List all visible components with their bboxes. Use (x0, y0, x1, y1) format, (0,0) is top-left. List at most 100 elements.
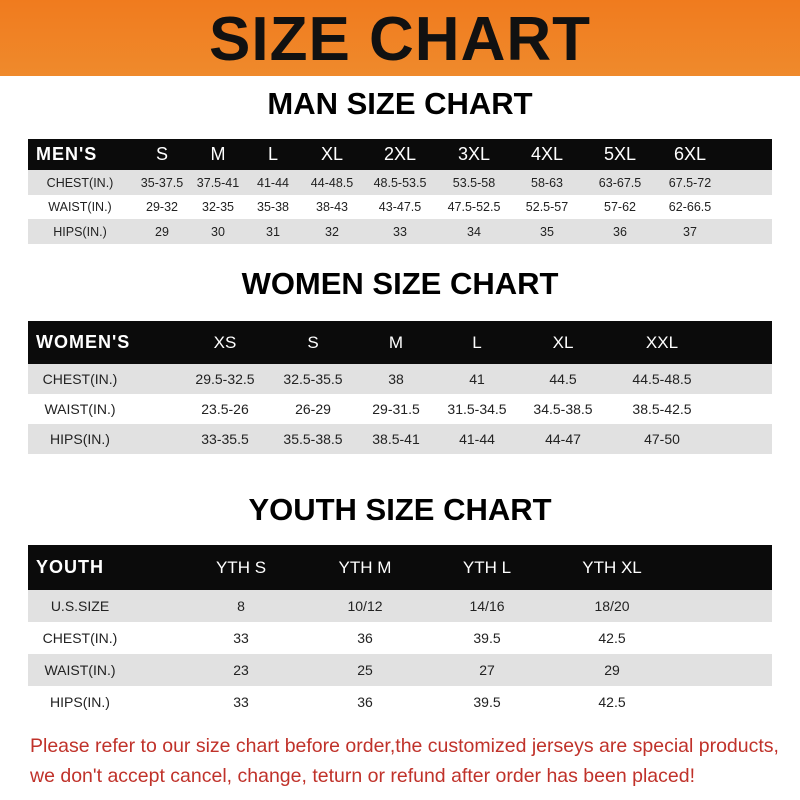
row-label: HIPS(IN.) (53, 224, 107, 239)
measurement-cell: 37.5-41 (196, 175, 240, 190)
table-row: HIPS(IN.) 29 30 31 32 33 34 35 36 37 (28, 219, 772, 244)
row-label: WAIST(IN.) (44, 662, 116, 678)
size-header-cell: YTH XL (582, 557, 642, 577)
size-header-cell: YTH M (338, 557, 392, 577)
size-header-cell: M (210, 144, 226, 164)
size-header-cell: S (155, 144, 169, 164)
size-header-cell: M (388, 332, 404, 352)
measurement-cell: 23 (233, 662, 249, 678)
measurement-cell: 34.5-38.5 (533, 401, 593, 417)
measurement-cell: 34 (467, 224, 481, 239)
size-header-cell: YTH L (462, 557, 512, 577)
measurement-cell: 31 (266, 224, 280, 239)
row-label: U.S.SIZE (50, 598, 110, 614)
measurement-cell: 32-35 (202, 200, 234, 214)
measurement-cell: 33 (233, 630, 249, 646)
row-label: CHEST(IN.) (42, 371, 118, 387)
table-row: HIPS(IN.) 33-35.5 35.5-38.5 38.5-41 41-44 44-… (28, 424, 772, 454)
measurement-cell: 41-44 (257, 175, 289, 190)
measurement-cell: 39.5 (473, 630, 501, 646)
measurement-cell: 53.5-58 (452, 175, 496, 190)
size-header-cell: L (267, 144, 279, 164)
size-header-cell: XL (320, 144, 344, 164)
table-title-cell: WOMEN'S (36, 332, 131, 352)
size-header-cell: YTH S (215, 557, 267, 577)
men-size-table: MEN'S S M L XL 2XL 3XL 4XL 5XL 6XL CHEST(IN.) 35-37… (28, 139, 772, 244)
measurement-cell: 47-50 (644, 431, 680, 447)
measurement-cell: 35.5-38.5 (283, 431, 343, 447)
measurement-cell: 35 (540, 224, 554, 239)
measurement-cell: 32.5-35.5 (283, 371, 343, 387)
measurement-cell: 36 (613, 224, 627, 239)
measurement-cell: 29 (155, 224, 169, 239)
measurement-cell: 44-48.5 (310, 175, 354, 190)
size-header-cell: XS (213, 332, 237, 352)
measurement-cell: 35-37.5 (140, 175, 184, 190)
table-row: WAIST(IN.) 29-32 32-35 35-38 38-43 43-47.5 47.… (28, 195, 772, 219)
size-header-cell: 5XL (603, 144, 637, 164)
measurement-cell: 42.5 (598, 694, 626, 710)
table-row: HIPS(IN.) 33 36 39.5 42.5 (28, 686, 772, 718)
disclaimer-line-1: Please refer to our size chart before or… (30, 735, 779, 757)
measurement-cell: 63-67.5 (598, 175, 642, 190)
measurement-cell: 10/12 (347, 598, 383, 614)
measurement-cell: 41-44 (459, 431, 495, 447)
measurement-cell: 42.5 (598, 630, 626, 646)
table-header-row: MEN'S S M L XL 2XL 3XL 4XL 5XL 6XL (28, 139, 772, 170)
size-header-cell: 4XL (530, 144, 564, 164)
measurement-cell: 44.5-48.5 (632, 371, 692, 387)
table-header-row: WOMEN'S XS S M L XL XXL (28, 321, 772, 364)
size-header-cell: XL (552, 332, 574, 352)
measurement-cell: 41 (469, 371, 485, 387)
row-label: WAIST(IN.) (44, 401, 116, 417)
row-label: CHEST(IN.) (46, 175, 114, 190)
disclaimer-line-2: we don't accept cancel, change, teturn o… (30, 765, 695, 787)
table-row: CHEST(IN.) 35-37.5 37.5-41 41-44 44-48.5 48.5… (28, 170, 772, 195)
size-header-cell: 6XL (673, 144, 707, 164)
measurement-cell: 36 (357, 630, 373, 646)
measurement-cell: 38.5-42.5 (632, 401, 692, 417)
measurement-cell: 36 (357, 694, 373, 710)
measurement-cell: 44-47 (545, 431, 581, 447)
measurement-cell: 39.5 (473, 694, 501, 710)
measurement-cell: 58-63 (531, 175, 563, 190)
title-banner: SIZE CHART (0, 0, 800, 76)
row-label: WAIST(IN.) (48, 200, 112, 214)
measurement-cell: 14/16 (469, 598, 505, 614)
measurement-cell: 29.5-32.5 (195, 371, 255, 387)
measurement-cell: 44.5 (549, 371, 577, 387)
youth-section-title: YOUTH SIZE CHART (248, 492, 552, 527)
measurement-cell: 52.5-57 (525, 200, 569, 214)
table-header-row: YOUTH YTH S YTH M YTH L YTH XL (28, 545, 772, 590)
measurement-cell: 48.5-53.5 (373, 175, 427, 190)
measurement-cell: 33 (233, 694, 249, 710)
measurement-cell: 31.5-34.5 (447, 401, 507, 417)
measurement-cell: 33-35.5 (201, 431, 249, 447)
youth-size-table: YOUTH YTH S YTH M YTH L YTH XL U.S.SIZE 8 10/12… (28, 545, 772, 718)
size-header-cell: S (307, 332, 319, 352)
measurement-cell: 23.5-26 (201, 401, 249, 417)
table-title-cell: YOUTH (36, 557, 104, 577)
measurement-cell: 27 (479, 662, 495, 678)
measurement-cell: 57-62 (604, 200, 636, 214)
measurement-cell: 67.5-72 (668, 175, 712, 190)
size-header-cell: 2XL (383, 144, 417, 164)
size-header-cell: L (472, 332, 482, 352)
table-title-cell: MEN'S (36, 144, 98, 164)
measurement-cell: 18/20 (594, 598, 630, 614)
table-row: WAIST(IN.) 23.5-26 26-29 29-31.5 31.5-34.5 34… (28, 394, 772, 424)
measurement-cell: 38-43 (316, 200, 348, 214)
measurement-cell: 29-32 (146, 200, 178, 214)
measurement-cell: 43-47.5 (378, 200, 422, 214)
table-row: CHEST(IN.) 33 36 39.5 42.5 (28, 622, 772, 654)
measurement-cell: 25 (357, 662, 373, 678)
banner-title: SIZE CHART (209, 5, 591, 74)
measurement-cell: 32 (325, 224, 339, 239)
women-size-table: WOMEN'S XS S M L XL XXL CHEST(IN.) 29.5-32.5 32.5… (28, 321, 772, 454)
table-row: CHEST(IN.) 29.5-32.5 32.5-35.5 38 41 44.5 44.5… (28, 364, 772, 394)
measurement-cell: 33 (393, 224, 407, 239)
row-label: CHEST(IN.) (42, 630, 118, 646)
measurement-cell: 38 (388, 371, 404, 387)
measurement-cell: 30 (211, 224, 225, 239)
measurement-cell: 38.5-41 (372, 431, 420, 447)
